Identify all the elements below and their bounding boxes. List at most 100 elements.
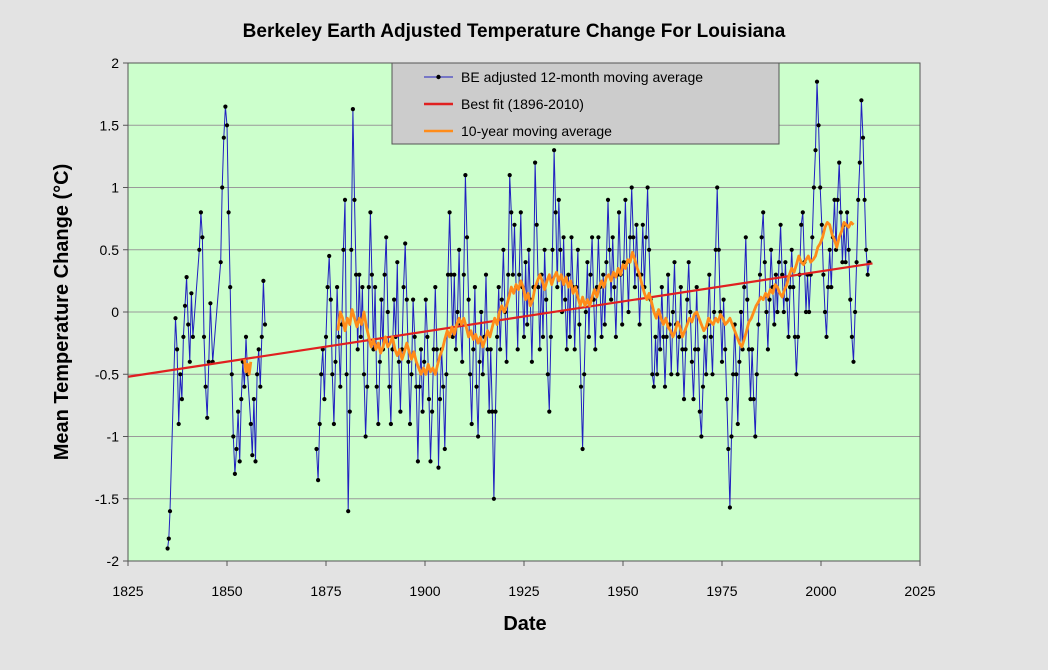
monthly-point-75 bbox=[350, 107, 355, 112]
monthly-point-15 bbox=[197, 247, 202, 252]
monthly-point-63 bbox=[331, 421, 336, 427]
monthly-point-338 bbox=[767, 297, 772, 302]
monthly-point-70 bbox=[342, 197, 348, 202]
monthly-point-190 bbox=[533, 160, 538, 165]
monthly-point-234 bbox=[602, 322, 607, 327]
monthly-point-25 bbox=[220, 185, 225, 190]
monthly-point-180 bbox=[517, 272, 522, 277]
monthly-point-174 bbox=[507, 173, 512, 178]
monthly-point-22 bbox=[208, 301, 213, 306]
monthly-point-339 bbox=[769, 247, 774, 252]
monthly-point-209 bbox=[563, 297, 568, 302]
monthly-point-245 bbox=[620, 322, 625, 327]
monthly-point-135 bbox=[445, 272, 451, 277]
monthly-point-392 bbox=[853, 309, 858, 315]
monthly-point-218 bbox=[577, 322, 582, 327]
y-tick-label-7: -1.5 bbox=[95, 491, 119, 507]
monthly-point-261 bbox=[645, 185, 650, 190]
monthly-point-222 bbox=[583, 309, 588, 315]
monthly-point-254 bbox=[634, 222, 639, 227]
monthly-point-87 bbox=[369, 272, 374, 277]
monthly-point-159 bbox=[483, 272, 489, 277]
monthly-point-256 bbox=[637, 322, 642, 327]
monthly-point-126 bbox=[431, 347, 436, 352]
monthly-point-18 bbox=[201, 334, 207, 339]
monthly-point-181 bbox=[518, 210, 523, 215]
y-tick-label-3: 0.5 bbox=[100, 242, 120, 258]
monthly-point-247 bbox=[623, 197, 628, 202]
monthly-point-274 bbox=[666, 272, 671, 277]
monthly-point-399 bbox=[864, 247, 869, 252]
monthly-point-42 bbox=[248, 421, 253, 427]
monthly-point-329 bbox=[753, 434, 758, 439]
monthly-point-225 bbox=[588, 272, 593, 277]
monthly-point-333 bbox=[759, 235, 764, 240]
monthly-point-354 bbox=[792, 334, 798, 339]
monthly-point-1 bbox=[166, 536, 171, 541]
monthly-point-303 bbox=[712, 309, 717, 315]
monthly-point-295 bbox=[699, 434, 704, 439]
monthly-point-334 bbox=[761, 210, 766, 215]
monthly-point-136 bbox=[447, 210, 452, 215]
monthly-point-349 bbox=[784, 297, 790, 302]
monthly-point-170 bbox=[501, 247, 506, 252]
monthly-point-239 bbox=[610, 235, 615, 240]
monthly-point-350 bbox=[786, 334, 791, 339]
monthly-point-253 bbox=[632, 285, 638, 290]
monthly-point-107 bbox=[401, 285, 406, 290]
monthly-point-206 bbox=[558, 247, 563, 252]
monthly-point-150 bbox=[469, 421, 474, 427]
monthly-point-325 bbox=[746, 347, 752, 352]
monthly-point-27 bbox=[223, 104, 228, 109]
monthly-point-337 bbox=[765, 347, 771, 352]
monthly-point-123 bbox=[426, 397, 432, 402]
monthly-point-371 bbox=[819, 222, 824, 227]
monthly-point-83 bbox=[363, 434, 368, 439]
monthly-point-262 bbox=[647, 247, 652, 252]
monthly-point-311 bbox=[724, 397, 729, 402]
monthly-point-7 bbox=[179, 397, 184, 402]
monthly-point-294 bbox=[697, 409, 702, 414]
y-tick-label-0: 2 bbox=[111, 55, 119, 71]
monthly-point-199 bbox=[547, 409, 552, 414]
monthly-point-173 bbox=[506, 272, 511, 277]
monthly-point-137 bbox=[449, 272, 454, 277]
monthly-point-390 bbox=[849, 334, 855, 339]
monthly-point-196 bbox=[542, 247, 547, 252]
legend: BE adjusted 12-month moving average Best … bbox=[391, 62, 780, 145]
monthly-point-48 bbox=[258, 384, 263, 389]
monthly-point-232 bbox=[599, 334, 604, 339]
monthly-point-110 bbox=[406, 359, 411, 364]
monthly-point-13 bbox=[189, 291, 194, 296]
monthly-point-148 bbox=[466, 297, 471, 302]
monthly-point-132 bbox=[441, 384, 446, 389]
monthly-point-249 bbox=[626, 309, 631, 315]
monthly-point-36 bbox=[237, 459, 242, 464]
monthly-series-line-0 bbox=[167, 106, 266, 549]
monthly-point-394 bbox=[856, 197, 861, 202]
monthly-point-51 bbox=[262, 322, 268, 327]
monthly-point-58 bbox=[323, 334, 329, 339]
monthly-point-146 bbox=[463, 173, 468, 178]
monthly-point-289 bbox=[689, 359, 695, 364]
series-layer bbox=[127, 79, 873, 551]
monthly-point-260 bbox=[643, 235, 649, 240]
monthly-point-201 bbox=[550, 247, 555, 252]
monthly-point-35 bbox=[236, 409, 241, 414]
monthly-point-120 bbox=[422, 359, 427, 364]
monthly-point-286 bbox=[685, 297, 690, 302]
monthly-point-215 bbox=[572, 347, 577, 352]
monthly-point-250 bbox=[628, 235, 633, 240]
monthly-point-16 bbox=[198, 210, 203, 215]
monthly-point-93 bbox=[379, 297, 384, 302]
decade-average-line-1 bbox=[336, 220, 855, 376]
monthly-point-33 bbox=[232, 471, 237, 476]
monthly-point-73 bbox=[347, 409, 352, 414]
monthly-point-86 bbox=[368, 210, 373, 215]
monthly-point-276 bbox=[669, 372, 674, 377]
monthly-point-314 bbox=[729, 434, 734, 439]
monthly-point-57 bbox=[322, 397, 327, 402]
monthly-point-370 bbox=[818, 185, 823, 190]
monthly-point-291 bbox=[693, 347, 698, 352]
best-fit-line bbox=[127, 262, 873, 378]
